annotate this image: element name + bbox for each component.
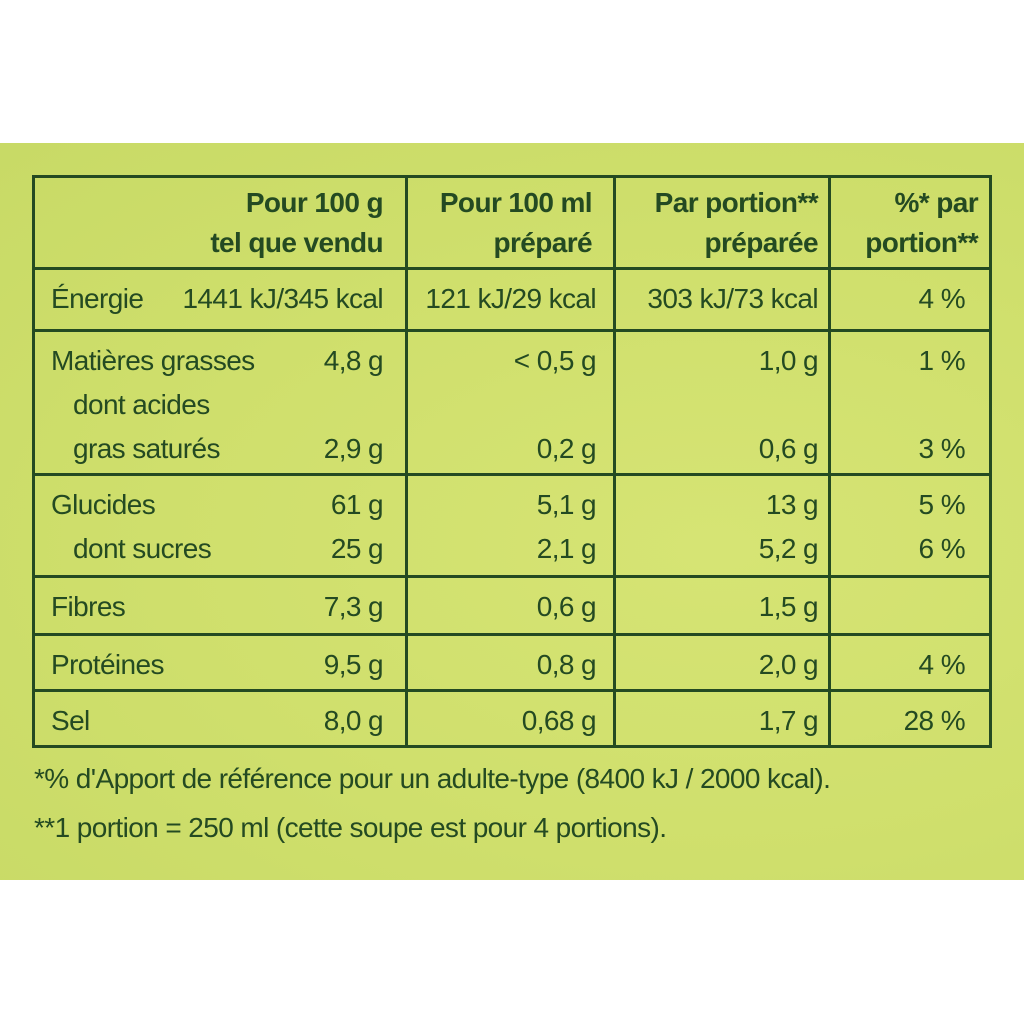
nutrient-value: 2,0 g	[758, 649, 819, 680]
nutrient-value: 28 %	[903, 705, 966, 736]
nutrient-value: 1441 kJ/345 kcal	[182, 283, 383, 314]
nutrient-value: 121 kJ/29 kcal	[425, 283, 596, 314]
nutrient-value: 6 %	[918, 533, 966, 564]
column-header: préparée	[704, 227, 819, 258]
row-divider	[32, 633, 992, 636]
nutrient-label: Fibres	[51, 591, 126, 622]
row-divider	[32, 267, 992, 270]
nutrient-value: 0,6 g	[536, 591, 597, 622]
nutrient-value: 13 g	[765, 489, 819, 520]
nutrient-value: 7,3 g	[323, 591, 384, 622]
label-panel	[0, 143, 1024, 880]
nutrient-value: 61 g	[330, 489, 384, 520]
row-divider	[32, 745, 992, 748]
nutrient-sublabel: gras saturés	[73, 433, 220, 464]
nutrient-value: 0,2 g	[536, 433, 597, 464]
nutrient-label: Protéines	[51, 649, 164, 680]
nutrient-value: 4 %	[918, 649, 966, 680]
table-border	[32, 175, 992, 178]
nutrient-value: 2,1 g	[536, 533, 597, 564]
nutrient-value: 0,68 g	[521, 705, 597, 736]
nutrient-value: 3 %	[918, 433, 966, 464]
column-header: préparé	[493, 227, 592, 258]
nutrient-label: Matières grasses	[51, 345, 255, 376]
row-divider	[32, 329, 992, 332]
column-header: Pour 100 g	[245, 187, 384, 218]
nutrient-value: 5,1 g	[536, 489, 597, 520]
column-header: tel que vendu	[210, 227, 383, 258]
nutrient-value: 1,7 g	[758, 705, 819, 736]
column-divider	[405, 175, 408, 746]
column-divider	[828, 175, 831, 746]
row-divider	[32, 689, 992, 692]
nutrient-value: 8,0 g	[323, 705, 384, 736]
nutrient-value: 0,8 g	[536, 649, 597, 680]
nutrient-value: < 0,5 g	[513, 345, 597, 376]
row-divider	[32, 575, 992, 578]
row-divider	[32, 473, 992, 476]
nutrient-value: 2,9 g	[323, 433, 384, 464]
nutrient-value: 303 kJ/73 kcal	[647, 283, 818, 314]
column-header: Pour 100 ml	[439, 187, 593, 218]
nutrient-value: 4 %	[918, 283, 966, 314]
footnote: *% d'Apport de référence pour un adulte-…	[34, 763, 831, 794]
nutrient-value: 1,5 g	[758, 591, 819, 622]
nutrient-label: Sel	[51, 705, 90, 736]
nutrient-value: 0,6 g	[758, 433, 819, 464]
footnote: **1 portion = 250 ml (cette soupe est po…	[34, 812, 667, 843]
column-header: %* par	[894, 187, 978, 218]
column-header: Par portion**	[654, 187, 819, 218]
nutrient-label: Énergie	[51, 283, 144, 314]
nutrient-value: 1,0 g	[758, 345, 819, 376]
nutrient-value: 5,2 g	[758, 533, 819, 564]
nutrient-sublabel: dont acides	[73, 389, 210, 420]
nutrient-value: 5 %	[918, 489, 966, 520]
nutrient-value: 4,8 g	[323, 345, 384, 376]
nutrient-sublabel: dont sucres	[73, 533, 212, 564]
nutrient-value: 25 g	[330, 533, 384, 564]
table-border	[32, 175, 35, 746]
column-divider	[613, 175, 616, 746]
column-header: portion**	[865, 227, 978, 258]
table-border	[989, 175, 992, 746]
nutrient-label: Glucides	[51, 489, 156, 520]
nutrient-value: 1 %	[918, 345, 966, 376]
nutrient-value: 9,5 g	[323, 649, 384, 680]
